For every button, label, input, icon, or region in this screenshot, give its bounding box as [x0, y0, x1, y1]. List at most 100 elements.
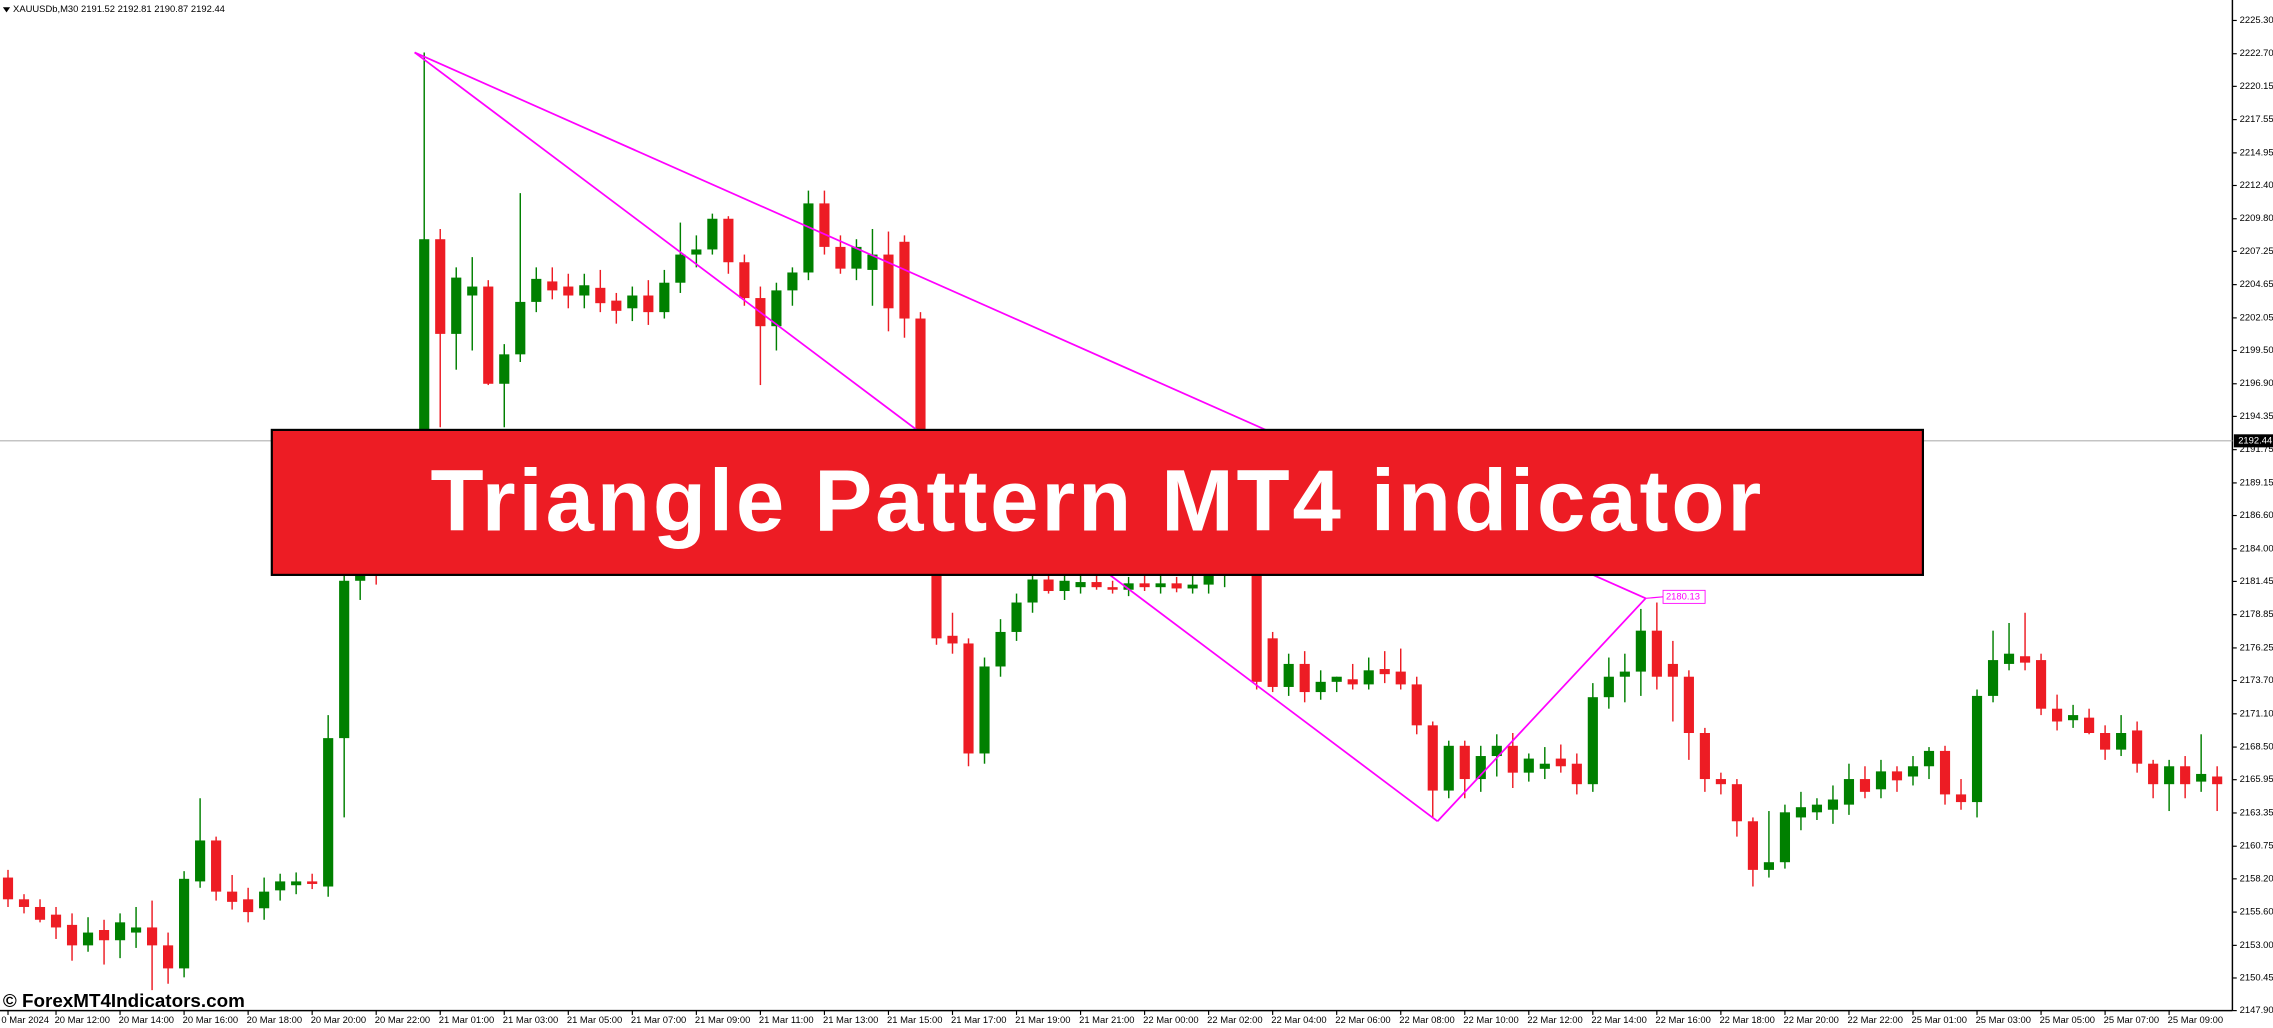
x-tick-label: 0 Mar 2024	[1, 1014, 49, 1025]
candle-body	[211, 840, 222, 892]
candle-body	[1955, 794, 1967, 803]
candle-body	[2132, 730, 2143, 764]
candle-body	[1987, 660, 1999, 696]
candle-body	[1491, 745, 1502, 757]
candle-body	[451, 277, 462, 334]
candle-body	[1027, 579, 1038, 603]
candle-body	[243, 899, 254, 913]
y-tick-label: 2220.15	[2240, 80, 2273, 91]
candle-body	[1683, 676, 1694, 734]
candle-body	[2100, 733, 2111, 750]
candle-body	[307, 881, 318, 884]
candle-body	[1923, 750, 1935, 767]
current-price-label: 2192.44	[2238, 434, 2272, 445]
candle-body	[867, 254, 878, 270]
candle-body	[2180, 766, 2191, 785]
pattern-label-connector	[1645, 596, 1664, 599]
candle-body	[1795, 807, 1807, 818]
pattern-label-box	[1662, 589, 1706, 604]
candle-body	[1059, 580, 1070, 592]
candle-body	[1811, 804, 1823, 813]
candle-body	[1011, 602, 1022, 632]
candle-body	[114, 922, 126, 941]
candle-body	[2196, 773, 2207, 782]
y-tick-label: 2217.55	[2240, 113, 2273, 124]
candle-body	[2003, 653, 2015, 664]
candle-body	[1075, 582, 1086, 588]
candle-body	[34, 906, 46, 920]
y-tick-label: 2171.10	[2240, 707, 2273, 718]
y-tick-label: 2147.90	[2240, 1004, 2273, 1015]
candle-body	[707, 218, 718, 250]
candle-body	[1267, 638, 1278, 687]
x-tick-label: 20 Mar 20:00	[311, 1014, 366, 1025]
x-tick-label: 22 Mar 18:00	[1719, 1014, 1774, 1025]
y-tick-label: 2150.45	[2240, 971, 2273, 982]
x-tick-label: 22 Mar 12:00	[1527, 1014, 1582, 1025]
candle-body	[2068, 715, 2079, 721]
x-tick-label: 22 Mar 00:00	[1143, 1014, 1198, 1025]
y-tick-label: 2212.40	[2240, 179, 2273, 190]
x-tick-label: 22 Mar 08:00	[1399, 1014, 1454, 1025]
header: XAUUSDb,M30 2191.52 2192.81 2190.87 2192…	[13, 4, 225, 15]
candle-body	[2035, 660, 2047, 709]
x-tick-label: 21 Mar 03:00	[503, 1014, 558, 1025]
candle-body	[579, 285, 590, 296]
candle-body	[979, 666, 990, 754]
candle-body	[18, 899, 30, 907]
x-tick-label: 21 Mar 13:00	[823, 1014, 878, 1025]
banner-title: Triangle Pattern MT4 indicator	[431, 452, 1765, 549]
candle-body	[1779, 812, 1791, 863]
candle-body	[82, 932, 94, 946]
x-tick-label: 21 Mar 11:00	[759, 1014, 814, 1025]
candle-body	[515, 301, 526, 355]
x-tick-label: 22 Mar 04:00	[1271, 1014, 1326, 1025]
x-tick-label: 20 Mar 14:00	[119, 1014, 174, 1025]
y-tick-label: 2181.45	[2240, 575, 2273, 586]
banner	[270, 428, 1925, 576]
candle-body	[771, 290, 782, 327]
candle-body	[1411, 684, 1422, 726]
y-tick-label: 2184.00	[2240, 542, 2273, 553]
candle-body	[1123, 583, 1134, 590]
y-tick-label: 2178.85	[2240, 608, 2273, 619]
y-tick-label: 2163.35	[2240, 806, 2273, 817]
x-tick-label: 21 Mar 07:00	[631, 1014, 686, 1025]
candle-body	[483, 286, 494, 384]
candle-body	[1587, 697, 1598, 785]
candle-body	[1107, 587, 1118, 590]
candle-body	[899, 241, 910, 319]
y-tick-label: 2207.25	[2240, 245, 2273, 256]
candle-body	[2, 877, 14, 900]
x-tick-label: 20 Mar 12:00	[55, 1014, 110, 1025]
y-tick-label: 2155.60	[2240, 906, 2273, 917]
x-tick-label: 21 Mar 09:00	[695, 1014, 750, 1025]
candle-body	[1043, 579, 1054, 592]
candle-body	[835, 246, 846, 269]
candle-body	[2084, 717, 2095, 734]
candle-body	[66, 924, 78, 946]
candle-body	[1619, 671, 1630, 677]
y-tick-label: 2202.05	[2240, 311, 2273, 322]
candle-body	[1635, 630, 1646, 672]
candle-body	[291, 881, 302, 886]
x-tick-label: 21 Mar 17:00	[951, 1014, 1006, 1025]
candle-body	[275, 881, 286, 891]
y-tick-label: 2194.35	[2240, 410, 2273, 421]
y-tick-label: 2160.75	[2240, 840, 2273, 851]
pattern-label: 2180.13	[1666, 590, 1700, 601]
candle-body	[675, 254, 686, 283]
candle-body	[1843, 779, 1855, 805]
current-price-box	[2233, 434, 2273, 448]
candle-body	[1283, 663, 1294, 687]
x-tick-label: 22 Mar 02:00	[1207, 1014, 1262, 1025]
candle-body	[1971, 695, 1983, 803]
candle-body	[339, 580, 350, 739]
candle-body	[467, 286, 478, 296]
candle-body	[963, 643, 974, 754]
candle-body	[2212, 776, 2223, 785]
open-price: 2191.52	[81, 4, 115, 15]
y-tick-label: 2173.70	[2240, 674, 2273, 685]
x-tick-label: 20 Mar 16:00	[183, 1014, 238, 1025]
